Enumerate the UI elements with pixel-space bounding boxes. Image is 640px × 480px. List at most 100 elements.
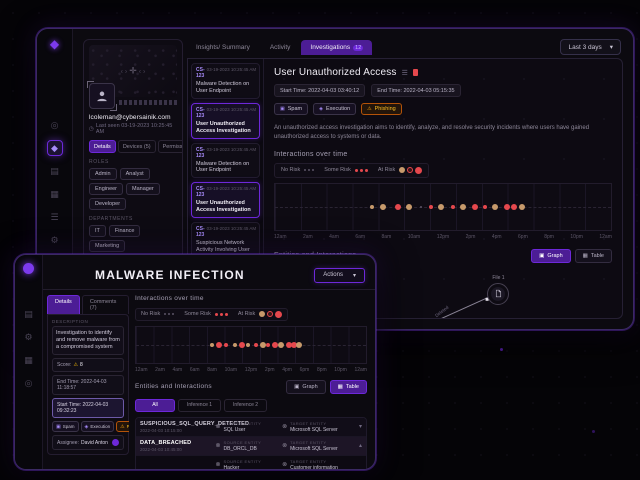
tag-spam[interactable]: ▣ Spam	[52, 421, 79, 433]
axis-tick: 12am	[599, 233, 612, 240]
alerts-icon[interactable]: ◆	[46, 140, 63, 156]
role-chip[interactable]: Admin	[89, 168, 117, 180]
circle-x-icon: ⊗	[215, 462, 221, 468]
menu-icon[interactable]: ☰	[401, 69, 408, 77]
incident-title: User Unauthorized Access Investigation	[196, 200, 251, 214]
risk-dot[interactable]	[272, 341, 279, 348]
tag-execution[interactable]: ◈ Execution	[80, 421, 115, 433]
tag-spam[interactable]: ▣ Spam	[274, 103, 309, 115]
avatar[interactable]	[87, 81, 117, 111]
role-chip[interactable]: Engineer	[89, 183, 124, 195]
risk-dot[interactable]	[223, 342, 228, 347]
risk-dot[interactable]	[510, 203, 517, 210]
incident-id: CS-123	[196, 106, 205, 119]
risk-dot[interactable]	[285, 341, 292, 348]
inference-tab[interactable]: Inference 2	[224, 398, 268, 412]
chevron-down-icon: ▾	[609, 44, 613, 51]
settings-icon[interactable]: ⚙	[24, 331, 33, 342]
risk-dot[interactable]	[483, 204, 487, 209]
tag-phishing[interactable]: ⚠Phishing	[361, 103, 402, 115]
interactions-timeline-chart[interactable]	[135, 325, 367, 364]
start-time-field[interactable]: Start Time: 2022-04-03 09:32:23	[52, 398, 124, 419]
incident-list-item[interactable]: CS-123 03-19-2023 10:25:45 AM User Unautho…	[191, 182, 260, 218]
risk-dot[interactable]	[253, 342, 258, 347]
inference-tab[interactable]: All	[135, 398, 175, 412]
grid-icon[interactable]: ▦	[50, 188, 59, 199]
risk-dot[interactable]	[471, 203, 478, 210]
app-logo-icon[interactable]: ◆	[49, 37, 60, 51]
collapse-icon[interactable]: ▴	[358, 443, 362, 449]
settings-icon[interactable]: ⚙	[50, 234, 59, 245]
risk-dot[interactable]	[406, 203, 413, 210]
graph-view-button[interactable]: ▣ Graph	[286, 379, 326, 394]
incident-list-item[interactable]: CS-123 03-19-2023 10:25:45 AM Suspicious N…	[191, 222, 260, 258]
risk-dot[interactable]	[232, 342, 237, 347]
panel-tab[interactable]: Comments (7)	[81, 295, 129, 314]
department-chip[interactable]: Marketing	[89, 240, 126, 252]
risk-dot[interactable]	[266, 342, 271, 347]
end-time-chip: End Time: 2022-04-03 05:15:35	[371, 84, 461, 97]
graph-view-button[interactable]: ▣ Graph	[531, 248, 571, 263]
risk-dot[interactable]	[290, 341, 297, 348]
search-icon[interactable]: ◎	[50, 119, 59, 130]
table-view-button[interactable]: ▦ Table	[329, 379, 367, 394]
role-chip[interactable]: Manager	[126, 183, 160, 195]
description-label: DESCRIPTION	[52, 319, 89, 324]
graph-edges	[441, 293, 497, 318]
actions-dropdown[interactable]: Actions ▾	[314, 267, 365, 283]
expand-icon[interactable]: ▾	[358, 424, 362, 430]
incident-list-item[interactable]: CS-123 03-19-2023 10:25:45 AM User Unautho…	[191, 102, 260, 139]
risk-dot[interactable]	[209, 342, 214, 347]
table-row[interactable]: DATA_BREACHED 2022-04-03 10:45:00 ⊗ SOURCE …	[136, 436, 366, 456]
incident-list-item[interactable]: CS-123 03-19-2023 10:25:45 AM Malware Dete…	[191, 142, 260, 179]
risk-dot[interactable]	[420, 205, 423, 208]
risk-dot[interactable]	[503, 203, 510, 210]
table-row[interactable]: SUSPICIOUS_SQL_QUERY_DETECTED 2022-04-03 …	[136, 417, 366, 437]
department-chip[interactable]: Finance	[108, 225, 141, 237]
department-chip[interactable]: IT	[89, 225, 106, 237]
search-icon[interactable]: ◎	[24, 377, 33, 388]
risk-dot[interactable]	[394, 203, 401, 210]
entity-graph[interactable]: File 1User 1App 1DeletedInstalled	[354, 269, 612, 318]
grid-icon[interactable]: ▦	[24, 354, 33, 365]
inference-tab[interactable]: Inference 1	[178, 398, 222, 412]
graph-node-file-1[interactable]: File 1	[487, 275, 510, 305]
profile-tab[interactable]: Permissions (12)	[157, 140, 182, 153]
risk-dot[interactable]	[296, 341, 303, 348]
tab-investigations[interactable]: Investigations 12	[301, 40, 373, 55]
tag-execution[interactable]: ◈ Execution	[313, 103, 357, 115]
risk-dot[interactable]	[460, 203, 467, 210]
table-view-button[interactable]: ▦ Table	[574, 248, 612, 263]
role-chip[interactable]: Analyst	[119, 168, 150, 180]
axis-tick: 12am	[135, 366, 148, 373]
cases-icon[interactable]: ▤	[50, 165, 59, 176]
incident-list-item[interactable]: CS-123 03-19-2023 10:25:45 AM Malware Dete…	[191, 63, 260, 99]
time-range-select[interactable]: Last 3 days ▾	[560, 39, 621, 55]
risk-dot[interactable]	[379, 203, 386, 210]
axis-tick: 2pm	[465, 233, 476, 240]
risk-dot[interactable]	[438, 203, 445, 210]
risk-dot[interactable]	[238, 341, 245, 348]
risk-dot[interactable]	[259, 341, 266, 348]
tag-phishing[interactable]: ⚠Phishing	[116, 421, 129, 433]
menu-icon[interactable]: ☰	[50, 211, 59, 222]
tab-insights-summary[interactable]: Insights/ Summary	[196, 44, 250, 51]
panel-tab[interactable]: Details	[47, 295, 80, 314]
risk-dot[interactable]	[245, 342, 250, 347]
risk-dot[interactable]	[277, 341, 284, 348]
table-subrow[interactable]: ⊗ SOURCE ENTITY Hacker ⊗ TARGET ENTITY Custom…	[136, 455, 366, 470]
risk-dot[interactable]	[451, 204, 456, 209]
target-entity-cell: ⊗ TARGET ENTITY Customer information	[282, 459, 349, 470]
risk-dot[interactable]	[215, 341, 222, 348]
risk-dot[interactable]	[518, 203, 525, 210]
interactions-timeline-chart[interactable]	[274, 182, 612, 231]
role-chip[interactable]: Developer	[89, 198, 127, 210]
profile-tab[interactable]: Details	[89, 140, 116, 153]
risk-dot[interactable]	[370, 204, 375, 209]
risk-dot[interactable]	[429, 204, 434, 209]
profile-tab[interactable]: Devices (5)	[117, 140, 156, 153]
risk-dot[interactable]	[492, 203, 499, 210]
cases-icon[interactable]: ▤	[24, 308, 33, 319]
tab-activity[interactable]: Activity	[269, 44, 291, 51]
app-logo-icon[interactable]	[23, 263, 34, 274]
